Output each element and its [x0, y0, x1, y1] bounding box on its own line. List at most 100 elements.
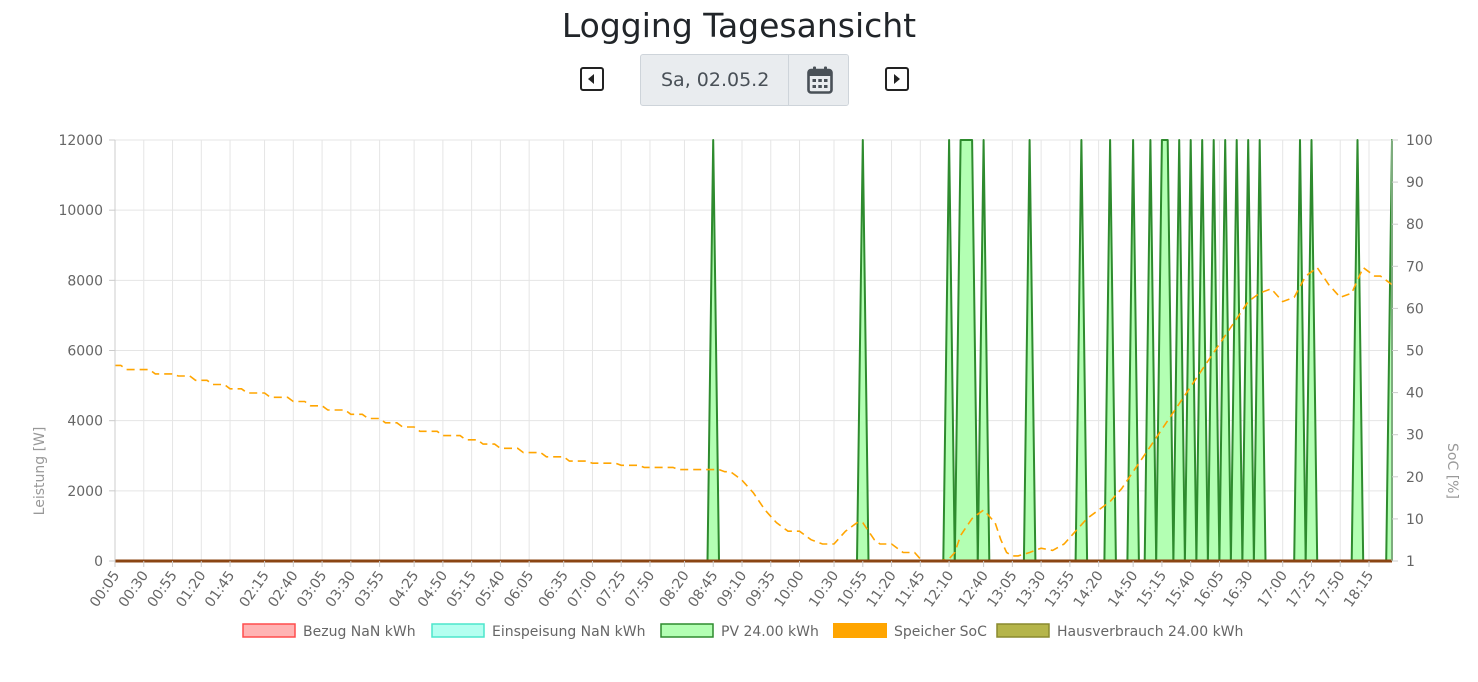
pv-spike-line [1074, 139, 1089, 562]
x-tick-label: 04:25 [386, 568, 422, 610]
x-tick-label: 03:55 [352, 568, 388, 610]
pv-spike-line [1206, 139, 1221, 562]
pv-spike-line [1241, 139, 1255, 562]
legend-label: Hausverbrauch 24.00 kWh [1057, 624, 1243, 640]
x-tick-label: 08:45 [685, 568, 721, 610]
pv-spike-fill [977, 140, 990, 561]
chart-legend: Bezug NaN kWh Einspeisung NaN kWh PV 24.00… [242, 623, 1243, 640]
pv-spike-line [1155, 139, 1175, 562]
pv-spike-fill [1173, 140, 1185, 561]
y-right-axis-title: SoC [%] [1444, 443, 1460, 499]
y-right-tick-label: 40 [1406, 386, 1424, 402]
pv-spike-fill [1023, 140, 1036, 561]
x-tick-label: 12:10 [921, 568, 957, 610]
x-tick-label: 10:55 [835, 568, 871, 610]
pv-spike-line [1304, 139, 1319, 562]
soc-line [115, 266, 1393, 562]
x-tick-label: 17:00 [1255, 568, 1291, 610]
x-tick-label: 13:05 [984, 568, 1020, 610]
y-right-tick-label: 50 [1406, 344, 1424, 360]
soc-series [115, 266, 1393, 562]
pv-spike-line [953, 139, 979, 562]
legend-swatch [660, 623, 714, 638]
x-tick-label: 11:45 [892, 568, 928, 610]
legend-label: Einspeisung NaN kWh [492, 624, 645, 640]
x-tick-label: 09:35 [743, 568, 779, 610]
pv-spike-fill [1219, 140, 1231, 561]
y-right-tick-label: 10 [1406, 512, 1424, 528]
pv-spike-fill [707, 140, 719, 561]
y-left-axis-title: Leistung [W] [32, 427, 48, 516]
calendar-icon [807, 66, 833, 94]
pv-spike-line [1183, 139, 1198, 562]
pv-spike-fill [1253, 140, 1266, 561]
pv-spike-line [1218, 139, 1232, 562]
x-tick-label: 06:05 [501, 568, 537, 610]
pv-spike-line [976, 139, 991, 562]
y-right-tick-label: 100 [1406, 133, 1433, 149]
y-right-tick-label: 1 [1406, 554, 1415, 570]
y-right-tick-label: 20 [1406, 470, 1424, 486]
calendar-button[interactable] [788, 55, 848, 105]
pv-series [706, 139, 1393, 562]
x-tick-label: 08:20 [656, 568, 692, 610]
pv-spike-line [1126, 139, 1140, 562]
x-tick-label: 00:55 [145, 568, 181, 610]
legend-swatch [431, 623, 485, 638]
pv-spike-line [1103, 139, 1117, 562]
page-title: Logging Tagesansicht [561, 6, 917, 45]
pv-spike-fill [1207, 140, 1220, 561]
pv-spike-fill [1127, 140, 1139, 561]
pv-spike-fill [1144, 140, 1157, 561]
x-tick-label: 05:40 [472, 568, 508, 610]
x-tick-label: 16:30 [1220, 568, 1256, 610]
y-right-tick-label: 90 [1406, 175, 1424, 191]
y-left-tick-label: 0 [94, 554, 103, 570]
x-tick-label: 16:05 [1191, 568, 1227, 610]
x-tick-label: 17:50 [1312, 568, 1348, 610]
y-left-tick-label: 10000 [58, 203, 103, 219]
x-tick-label: 03:30 [323, 568, 359, 610]
prev-day-button[interactable] [580, 67, 604, 91]
pv-spike-fill [1294, 140, 1306, 561]
next-day-button[interactable] [885, 67, 909, 91]
x-tick-label: 18:15 [1341, 568, 1377, 610]
pv-spike-line [1293, 139, 1307, 562]
pv-spike-fill [954, 140, 978, 561]
x-tick-label: 06:35 [536, 568, 572, 610]
y-right-tick-label: 60 [1406, 301, 1424, 317]
pv-spike-line [1172, 139, 1186, 562]
x-tick-label: 01:20 [173, 568, 209, 610]
energy-chart: 0 2000 4000 6000 8000 10000 12000 1 10 20 30 40 50 60… [32, 133, 1460, 640]
pv-spike-fill [1230, 140, 1243, 561]
x-tick-label: 00:05 [87, 568, 123, 610]
pv-spike-line [1195, 139, 1209, 562]
y-right-tick-label: 30 [1406, 428, 1424, 444]
x-tick-label: 03:05 [294, 568, 330, 610]
y-right-tick-label: 80 [1406, 217, 1424, 233]
x-tick-label: 15:40 [1163, 568, 1199, 610]
legend-label: PV 24.00 kWh [721, 624, 819, 640]
x-tick-label: 13:55 [1042, 568, 1078, 610]
x-tick-label: 07:00 [564, 568, 600, 610]
x-tick-label: 09:10 [714, 568, 750, 610]
y-left-tick-label: 8000 [67, 273, 103, 289]
legend-swatch [833, 623, 887, 638]
x-tick-label: 00:30 [116, 568, 152, 610]
date-picker [640, 54, 849, 106]
legend-swatch [996, 623, 1050, 638]
pv-spike-line [1022, 139, 1037, 562]
caret-left-icon [588, 73, 594, 84]
pv-spike-line [1143, 139, 1158, 562]
pv-spike-line [1252, 139, 1267, 562]
legend-swatch [242, 623, 296, 638]
x-tick-label: 10:30 [806, 568, 842, 610]
x-tick-label: 10:00 [772, 568, 808, 610]
y-left-tick-label: 2000 [67, 484, 103, 500]
x-tick-label: 14:20 [1071, 568, 1107, 610]
pv-spike-line [1229, 139, 1244, 562]
date-input[interactable] [641, 55, 788, 105]
x-tick-label: 14:50 [1105, 568, 1141, 610]
x-tick-label: 02:40 [265, 568, 301, 610]
pv-spike-line [942, 139, 956, 562]
